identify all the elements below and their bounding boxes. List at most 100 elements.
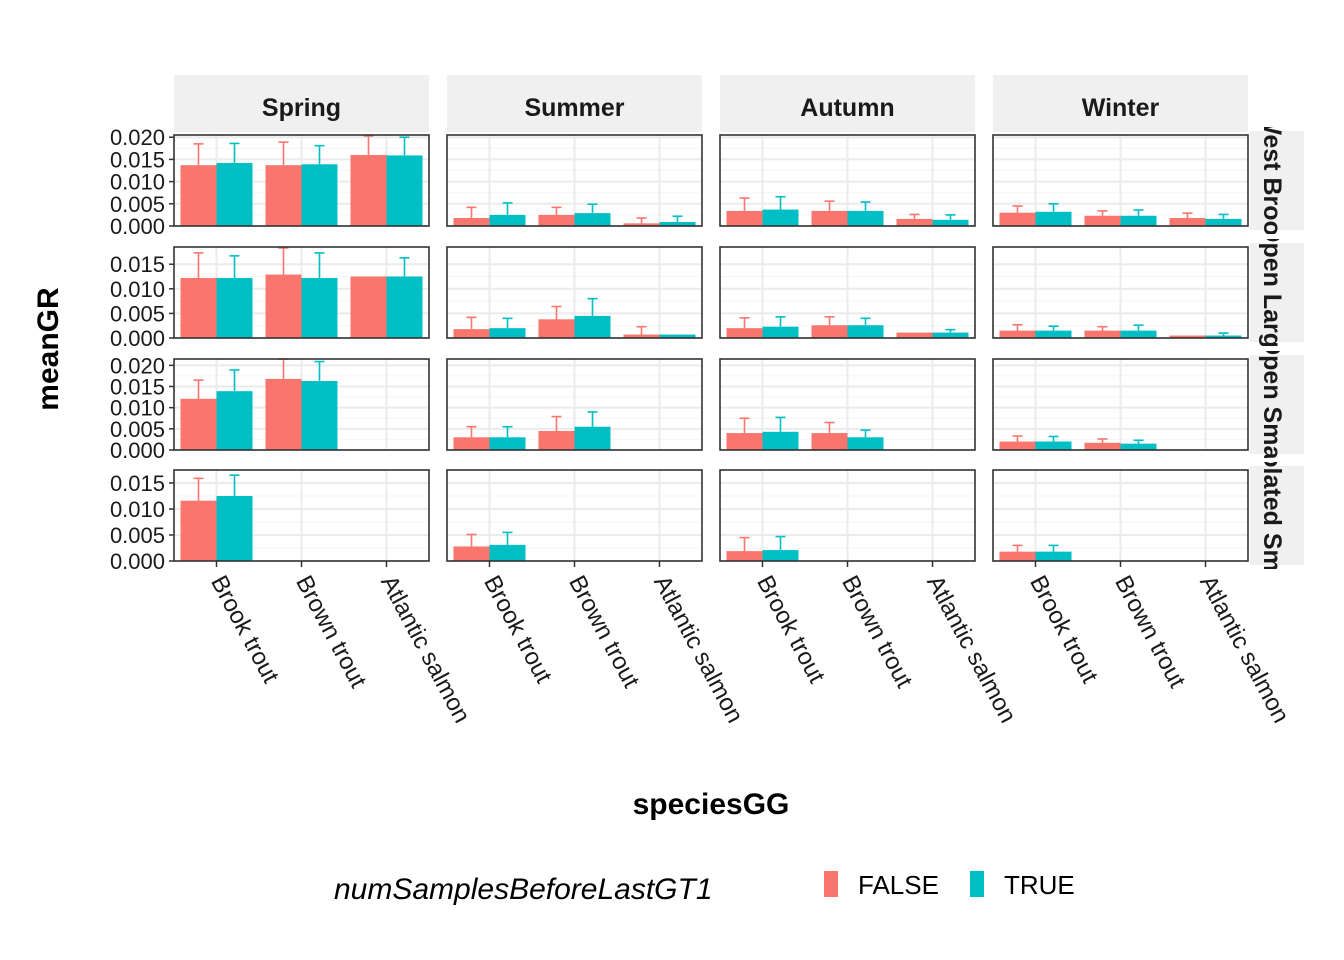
- bar-false: [1169, 218, 1206, 226]
- bar-true: [216, 391, 253, 450]
- bar-false: [1084, 330, 1121, 338]
- bar-true: [847, 437, 884, 450]
- panel-border: [719, 358, 976, 451]
- x-tick-label: Atlantic salmon: [375, 571, 475, 727]
- bar-false: [265, 274, 302, 338]
- bar-false: [453, 218, 490, 226]
- bar-false: [180, 500, 217, 561]
- bar-true: [574, 213, 611, 226]
- strip-label-autumn: Autumn: [800, 94, 894, 122]
- bar-false: [623, 334, 660, 338]
- row-strip-label-0: West Brook: [1258, 111, 1286, 250]
- bar-false: [1084, 442, 1121, 450]
- x-axis-title: speciesGG: [633, 788, 790, 821]
- bar-false: [811, 210, 848, 226]
- strip-label-winter: Winter: [1082, 94, 1160, 122]
- panel-2-spring: [173, 358, 430, 451]
- bar-false: [453, 546, 490, 561]
- bar-false: [999, 551, 1036, 561]
- bar-false: [265, 165, 302, 226]
- x-tick-label: Brown trout: [290, 571, 372, 692]
- panel-0-autumn: [719, 134, 976, 227]
- y-tick-label: 0.005: [110, 192, 165, 217]
- bar-true: [489, 544, 526, 561]
- panel-1-spring: [173, 246, 430, 339]
- panel-1-winter: [992, 246, 1249, 339]
- bar-true: [932, 332, 969, 338]
- x-tick-label: Brown trout: [836, 571, 918, 692]
- bar-true: [216, 277, 253, 338]
- bar-true: [301, 164, 338, 226]
- panel-0-summer: [446, 134, 703, 227]
- x-tick-label: Brook trout: [478, 571, 557, 688]
- bar-false: [811, 433, 848, 450]
- bar-false: [623, 223, 660, 226]
- bar-true: [1035, 551, 1072, 561]
- row-strip-1: [1250, 243, 1304, 342]
- bar-true: [489, 214, 526, 226]
- bar-false: [726, 328, 763, 338]
- panel-border: [446, 246, 703, 339]
- x-tick-label: Atlantic salmon: [648, 571, 748, 727]
- panel-border: [719, 134, 976, 227]
- panel-border: [173, 246, 430, 339]
- y-tick-label: 0.015: [110, 252, 165, 277]
- legend-title: numSamplesBeforeLastGT1: [334, 873, 713, 906]
- panel-3-spring: [173, 469, 430, 562]
- panel-border: [446, 134, 703, 227]
- panel-border: [173, 134, 430, 227]
- bar-true: [1120, 215, 1157, 226]
- panels-layer: [173, 134, 1249, 562]
- bar-false: [538, 214, 575, 226]
- y-tick-label: 0.020: [110, 353, 165, 378]
- x-tick-label: Atlantic salmon: [1194, 571, 1294, 727]
- strip-label-spring: Spring: [262, 94, 341, 122]
- bar-true: [216, 162, 253, 226]
- row-strip-label-2: Open Small: [1258, 336, 1286, 474]
- bar-false: [538, 319, 575, 338]
- y-tick-label: 0.015: [110, 147, 165, 172]
- legend-label-true: TRUE: [1004, 870, 1075, 900]
- row-strip-0: [1250, 131, 1304, 230]
- x-tick-label: Brook trout: [751, 571, 830, 688]
- bar-true: [301, 277, 338, 338]
- x-tick-label: Brook trout: [1024, 571, 1103, 688]
- y-tick-label: 0.005: [110, 523, 165, 548]
- bar-false: [350, 154, 387, 226]
- bar-false: [453, 329, 490, 338]
- bar-false: [999, 212, 1036, 226]
- panel-2-autumn: [719, 358, 976, 451]
- panel-3-summer: [446, 469, 703, 562]
- panel-2-summer: [446, 358, 703, 451]
- y-tick-label: 0.015: [110, 375, 165, 400]
- panel-border: [719, 246, 976, 339]
- row-strip-3: [1250, 466, 1304, 565]
- bar-true: [386, 276, 423, 338]
- bar-true: [1120, 443, 1157, 450]
- panel-border: [173, 358, 430, 451]
- bar-true: [762, 209, 799, 226]
- y-tick-label: 0.010: [110, 396, 165, 421]
- panel-0-spring: [173, 134, 430, 227]
- bar-true: [847, 325, 884, 338]
- bar-true: [659, 334, 696, 338]
- panel-border: [992, 358, 1249, 451]
- strip-autumn: [720, 75, 975, 132]
- panel-2-winter: [992, 358, 1249, 451]
- legend: numSamplesBeforeLastGT1 FALSE TRUE: [334, 870, 1075, 906]
- bar-false: [1084, 215, 1121, 226]
- bar-true: [574, 426, 611, 450]
- row-strip-label-1: Open Large: [1258, 223, 1286, 362]
- bar-false: [896, 218, 933, 226]
- bar-true: [1205, 218, 1242, 226]
- bar-true: [762, 431, 799, 450]
- bar-false: [811, 325, 848, 338]
- x-tick-label: Brook trout: [205, 571, 284, 688]
- y-tick-label: 0.015: [110, 471, 165, 496]
- bar-true: [762, 550, 799, 561]
- strip-summer: [447, 75, 702, 132]
- x-tick-label: Brown trout: [1109, 571, 1191, 692]
- bar-false: [180, 398, 217, 450]
